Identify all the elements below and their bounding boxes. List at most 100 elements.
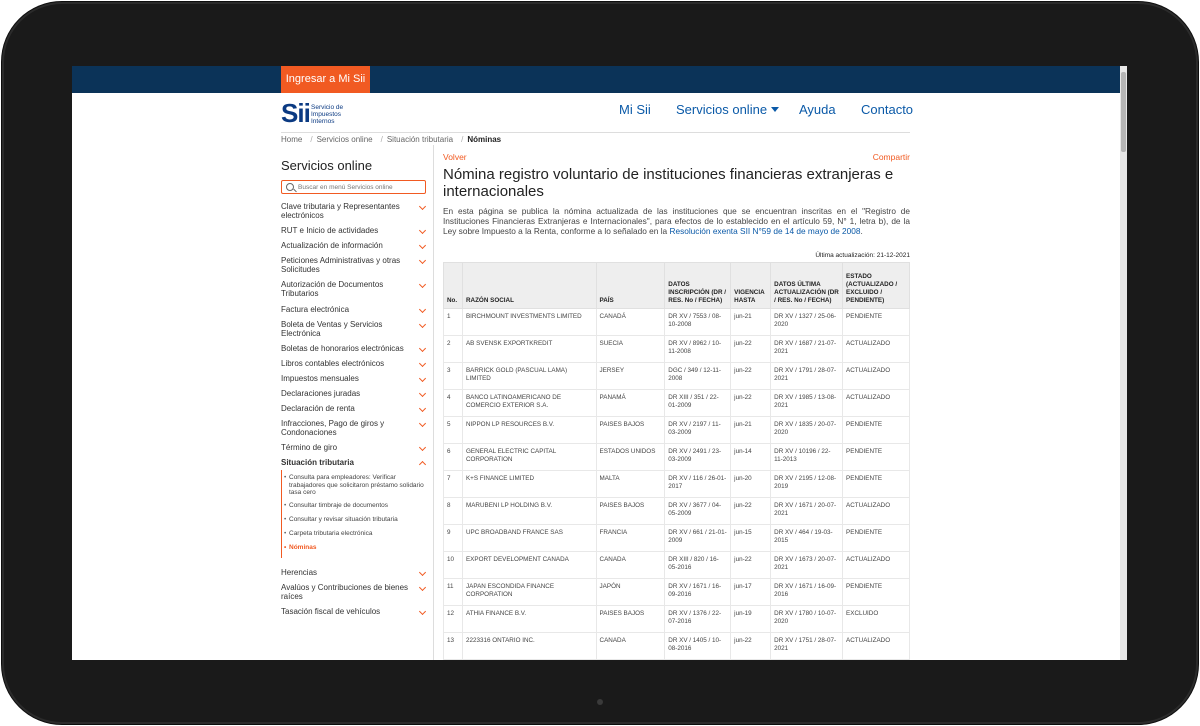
header-no: No. [443, 262, 463, 309]
nav-mi-sii[interactable]: Mi Sii [619, 102, 651, 117]
header-vigencia: VIGENCIA HASTA [730, 262, 772, 309]
sub-item-timbraje[interactable]: Consultar timbraje de documentos [284, 502, 424, 510]
table-cell: NIPPON LP RESOURCES B.V. [461, 416, 597, 444]
sub-item-consulta-empleadores[interactable]: Consulta para empleadores: Verificar tra… [284, 474, 424, 497]
table-cell: 5 [443, 416, 463, 444]
table-cell: ACTUALIZADO [842, 362, 910, 390]
sidebar-item-tasacion[interactable]: Tasación fiscal de vehículos [281, 607, 427, 616]
nav-servicios-online[interactable]: Servicios online [676, 102, 780, 117]
table-cell: 11 [443, 578, 463, 606]
sidebar-item-declaraciones[interactable]: Declaraciones juradas [281, 389, 427, 398]
table-cell: FRANCIA [595, 524, 666, 552]
table-cell: DR XV / 3677 / 04-05-2009 [664, 497, 732, 525]
chevron-down-icon [418, 419, 427, 428]
sidebar-item-infracciones[interactable]: Infracciones, Pago de giros y Condonacio… [281, 419, 427, 437]
breadcrumb-home[interactable]: Home [281, 135, 303, 144]
table-cell: jun-14 [730, 443, 772, 471]
table-cell: JERSEY [595, 362, 666, 390]
table-cell: DR XV / 1751 / 28-07-2021 [770, 632, 844, 660]
nav-ayuda[interactable]: Ayuda [799, 102, 836, 117]
sidebar-item-herencias[interactable]: Herencias [281, 568, 427, 577]
table-cell: PENDIENTE [842, 470, 910, 498]
header-razon-social: RAZÓN SOCIAL [461, 262, 597, 309]
sii-logo[interactable]: Sii Servicio de Impuestos Internos [281, 99, 361, 127]
table-row: 11 JAPAN ESCONDIDA FINANCE CORPORATION JAP… [443, 578, 910, 606]
sub-item-situacion[interactable]: Consultar y revisar situación tributaria [284, 516, 424, 524]
sidebar-item-avaluos[interactable]: Avalúos y Contribuciones de bienes raíce… [281, 583, 427, 601]
table-row: 12 ATHIA FINANCE B.V. PAISES BAJOS DR XV / … [443, 605, 910, 633]
chevron-down-icon [771, 107, 780, 112]
table-cell: 10 [443, 551, 463, 579]
table-cell: jun-22 [730, 551, 772, 579]
chevron-down-icon [418, 202, 427, 211]
sidebar-item-boleta-ventas[interactable]: Boleta de Ventas y Servicios Electrónica [281, 320, 427, 338]
table-cell: 9 [443, 524, 463, 552]
sidebar-item-libros[interactable]: Libros contables electrónicos [281, 359, 427, 368]
chevron-down-icon [418, 256, 427, 265]
table-cell: DR XV / 1327 / 25-06-2020 [770, 308, 844, 336]
table-row: 10 EXPORT DEVELOPMENT CANADA CANADA DR XIII… [443, 551, 910, 579]
table-cell: DR XV / 1835 / 20-07-2020 [770, 416, 844, 444]
table-row: 7 K+S FINANCE LIMITED MALTA DR XV / 116 / 2… [443, 470, 910, 498]
nomina-table: No. RAZÓN SOCIAL PAÍS DATOS INSCRIPCIÓN … [443, 262, 910, 660]
last-update: Última actualización: 21-12-2021 [815, 252, 910, 259]
header-datos-inscripcion: DATOS INSCRIPCIÓN (DR / RES. No / FECHA) [664, 262, 732, 309]
table-row: 8 MARUBENI LP HOLDING B.V. PAISES BAJOS DR … [443, 497, 910, 525]
login-button[interactable]: Ingresar a Mi Sii [281, 66, 370, 93]
table-row: 5 NIPPON LP RESOURCES B.V. PAISES BAJOS DR … [443, 416, 910, 444]
sidebar-item-factura[interactable]: Factura electrónica [281, 305, 427, 314]
chevron-down-icon [418, 344, 427, 353]
table-cell: jun-22 [730, 632, 772, 660]
sidebar-item-autorizacion[interactable]: Autorización de Documentos Tributarios [281, 280, 427, 298]
sub-item-carpeta[interactable]: Carpeta tributaria electrónica [284, 530, 424, 538]
sidebar-search-input[interactable] [298, 182, 423, 192]
table-header-row: No. RAZÓN SOCIAL PAÍS DATOS INSCRIPCIÓN … [443, 262, 910, 309]
chevron-down-icon [418, 568, 427, 577]
resolucion-link[interactable]: Resolución exenta SII N°59 de 14 de mayo… [669, 226, 861, 236]
table-cell: GENERAL ELECTRIC CAPITAL CORPORATION [461, 443, 597, 471]
table-cell: MALTA [595, 470, 666, 498]
sidebar-item-renta[interactable]: Declaración de renta [281, 404, 427, 413]
table-cell: PENDIENTE [842, 524, 910, 552]
sidebar-item-rut[interactable]: RUT e Inicio de actividades [281, 226, 427, 235]
table-cell: DR XV / 661 / 21-01-2009 [664, 524, 732, 552]
table-cell: jun-19 [730, 605, 772, 633]
chevron-down-icon [418, 226, 427, 235]
chevron-down-icon [418, 443, 427, 452]
table-cell: jun-21 [730, 308, 772, 336]
table-cell: PENDIENTE [842, 578, 910, 606]
table-cell: 4 [443, 389, 463, 417]
table-cell: EXPORT DEVELOPMENT CANADA [461, 551, 597, 579]
table-cell: DR XV / 2197 / 11-03-2009 [664, 416, 732, 444]
sidebar-search[interactable] [281, 180, 426, 194]
table-cell: JAPAN ESCONDIDA FINANCE CORPORATION [461, 578, 597, 606]
table-cell: DR XV / 1791 / 28-07-2021 [770, 362, 844, 390]
table-cell: jun-22 [730, 497, 772, 525]
sidebar-item-boletas-honorarios[interactable]: Boletas de honorarios electrónicas [281, 344, 427, 353]
sub-item-nominas[interactable]: Nóminas [284, 544, 424, 552]
table-cell: ACTUALIZADO [842, 632, 910, 660]
sidebar-item-peticiones[interactable]: Peticiones Administrativas y otras Solic… [281, 256, 427, 274]
sidebar-item-actualizacion[interactable]: Actualización de información [281, 241, 427, 250]
breadcrumb-situacion-tributaria[interactable]: Situación tributaria [386, 135, 454, 144]
table-cell: 1 [443, 308, 463, 336]
share-link[interactable]: Compartir [872, 152, 910, 162]
sidebar-item-impuestos[interactable]: Impuestos mensuales [281, 374, 427, 383]
sidebar-item-termino[interactable]: Término de giro [281, 443, 427, 452]
scrollbar-thumb[interactable] [1121, 72, 1126, 152]
table-cell: DR XV / 1985 / 13-08-2021 [770, 389, 844, 417]
sidebar-item-situacion[interactable]: Situación tributaria [281, 458, 427, 469]
table-cell: jun-21 [730, 416, 772, 444]
back-link[interactable]: Volver [443, 152, 467, 162]
table-cell: BIRCHMOUNT INVESTMENTS LIMITED [461, 308, 597, 336]
breadcrumb-servicios-online[interactable]: Servicios online [316, 135, 373, 144]
table-cell: 6 [443, 443, 463, 471]
scrollbar[interactable] [1120, 66, 1127, 660]
nav-contacto[interactable]: Contacto [861, 102, 914, 117]
chevron-down-icon [418, 320, 427, 329]
table-cell: jun-22 [730, 335, 772, 363]
search-icon [286, 183, 294, 191]
table-row: 4 BANCO LATINOAMERICANO DE COMERCIO EXTER… [443, 389, 910, 417]
table-cell: PANAMÁ [595, 389, 666, 417]
sidebar-item-clave-tributaria[interactable]: Clave tributaria y Representantes electr… [281, 202, 427, 220]
